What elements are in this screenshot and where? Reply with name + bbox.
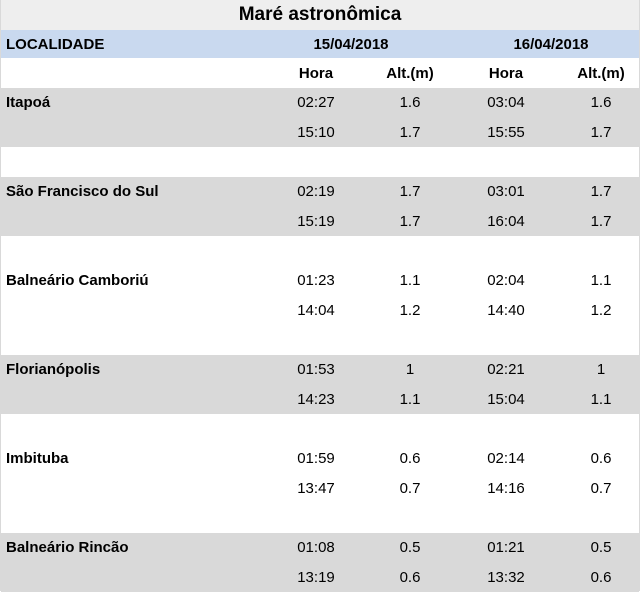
alt2-cell: 0.6 xyxy=(590,569,612,586)
hora1-cell: 01:08 xyxy=(297,539,335,556)
hora2-cell: 02:14 xyxy=(487,450,525,467)
hora2-cell: 14:16 xyxy=(487,480,525,497)
row-band xyxy=(1,177,639,236)
hora2-cell: 13:32 xyxy=(487,569,525,586)
alt2-cell: 1.7 xyxy=(590,183,612,200)
alt1-cell: 1.2 xyxy=(399,302,421,319)
table-row: 01:59 0.6 02:14 0.6 xyxy=(1,444,639,473)
date1-header: 15/04/2018 xyxy=(313,36,389,53)
alt1-cell: 1.6 xyxy=(399,94,421,111)
header-row: LOCALIDADE 15/04/2018 16/04/2018 xyxy=(1,30,639,58)
alt1-header: Alt.(m) xyxy=(386,65,434,82)
alt1-cell: 1.1 xyxy=(399,272,421,289)
alt2-cell: 1 xyxy=(596,361,606,378)
alt2-cell: 0.6 xyxy=(590,450,612,467)
location-block-itapoa: Itapoá 02:27 1.6 03:04 1.6 15:10 1.7 15:… xyxy=(1,88,639,147)
hora1-cell: 14:04 xyxy=(297,302,335,319)
hora2-cell: 02:21 xyxy=(487,361,525,378)
table-row: 13:47 0.7 14:16 0.7 xyxy=(1,474,639,503)
row-band xyxy=(1,355,639,414)
alt1-cell: 1.7 xyxy=(399,183,421,200)
hora2-cell: 16:04 xyxy=(487,213,525,230)
location-block-balneario-rincao: Balneário Rincão 01:08 0.5 01:21 0.5 13:… xyxy=(1,533,639,592)
location-block-sao-francisco-do-sul: São Francisco do Sul 02:19 1.7 03:01 1.7… xyxy=(1,177,639,236)
hora1-header: Hora xyxy=(298,65,334,82)
alt2-cell: 1.6 xyxy=(590,94,612,111)
spacer-row xyxy=(1,325,639,355)
location-block-balneario-camboriu: Balneário Camboriú 01:23 1.1 02:04 1.1 1… xyxy=(1,266,639,325)
hora1-cell: 01:59 xyxy=(297,450,335,467)
table-row: 02:27 1.6 03:04 1.6 xyxy=(1,88,639,117)
alt1-cell: 0.6 xyxy=(399,450,421,467)
table-row: 14:23 1.1 15:04 1.1 xyxy=(1,385,639,414)
hora2-header: Hora xyxy=(488,65,524,82)
hora1-cell: 15:10 xyxy=(297,124,335,141)
location-name: Florianópolis xyxy=(6,361,101,378)
subheader-row: Hora Alt.(m) Hora Alt.(m) xyxy=(1,58,639,88)
alt1-cell: 0.5 xyxy=(399,539,421,556)
alt1-cell: 0.6 xyxy=(399,569,421,586)
spacer-row xyxy=(1,503,639,533)
spacer-row xyxy=(1,147,639,177)
spacer-row xyxy=(1,414,639,444)
hora1-cell: 01:23 xyxy=(297,272,335,289)
table-row: 01:08 0.5 01:21 0.5 xyxy=(1,533,639,562)
alt1-cell: 0.7 xyxy=(399,480,421,497)
date2-header: 16/04/2018 xyxy=(513,36,589,53)
hora2-cell: 03:01 xyxy=(487,183,525,200)
hora2-cell: 15:04 xyxy=(487,391,525,408)
hora1-cell: 15:19 xyxy=(297,213,335,230)
table-row: 15:10 1.7 15:55 1.7 xyxy=(1,118,639,147)
alt2-cell: 1.7 xyxy=(590,124,612,141)
table-row: 01:53 1 02:21 1 xyxy=(1,355,639,384)
hora1-cell: 01:53 xyxy=(297,361,335,378)
table-row: 14:04 1.2 14:40 1.2 xyxy=(1,296,639,325)
table-row: 01:23 1.1 02:04 1.1 xyxy=(1,266,639,295)
row-band xyxy=(1,533,639,592)
alt2-cell: 1.7 xyxy=(590,213,612,230)
localidade-header: LOCALIDADE xyxy=(6,36,105,53)
hora1-cell: 13:47 xyxy=(297,480,335,497)
table-title: Maré astronômica xyxy=(1,0,639,30)
alt1-cell: 1.7 xyxy=(399,124,421,141)
alt2-cell: 1.2 xyxy=(590,302,612,319)
table-row: 02:19 1.7 03:01 1.7 xyxy=(1,177,639,206)
hora2-cell: 01:21 xyxy=(487,539,525,556)
title-text: Maré astronômica xyxy=(238,4,402,25)
hora2-cell: 14:40 xyxy=(487,302,525,319)
location-block-florianopolis: Florianópolis 01:53 1 02:21 1 14:23 1.1 … xyxy=(1,355,639,414)
hora2-cell: 15:55 xyxy=(487,124,525,141)
location-name: Balneário Rincão xyxy=(6,539,129,556)
location-block-imbituba: Imbituba 01:59 0.6 02:14 0.6 13:47 0.7 1… xyxy=(1,444,639,503)
alt1-cell: 1 xyxy=(405,361,415,378)
hora2-cell: 02:04 xyxy=(487,272,525,289)
table-row: 15:19 1.7 16:04 1.7 xyxy=(1,207,639,236)
alt1-cell: 1.7 xyxy=(399,213,421,230)
spacer-row xyxy=(1,236,639,266)
alt2-cell: 1.1 xyxy=(590,272,612,289)
hora1-cell: 02:27 xyxy=(297,94,335,111)
hora2-cell: 03:04 xyxy=(487,94,525,111)
alt2-cell: 0.5 xyxy=(590,539,612,556)
hora1-cell: 02:19 xyxy=(297,183,335,200)
table-row: 13:19 0.6 13:32 0.6 xyxy=(1,563,639,592)
alt2-cell: 1.1 xyxy=(590,391,612,408)
location-name: São Francisco do Sul xyxy=(6,183,159,200)
location-name: Imbituba xyxy=(6,450,69,467)
alt2-cell: 0.7 xyxy=(590,480,612,497)
hora1-cell: 14:23 xyxy=(297,391,335,408)
alt2-header: Alt.(m) xyxy=(577,65,625,82)
alt1-cell: 1.1 xyxy=(399,391,421,408)
row-band xyxy=(1,88,639,147)
location-name: Balneário Camboriú xyxy=(6,272,149,289)
location-name: Itapoá xyxy=(6,94,51,111)
hora1-cell: 13:19 xyxy=(297,569,335,586)
